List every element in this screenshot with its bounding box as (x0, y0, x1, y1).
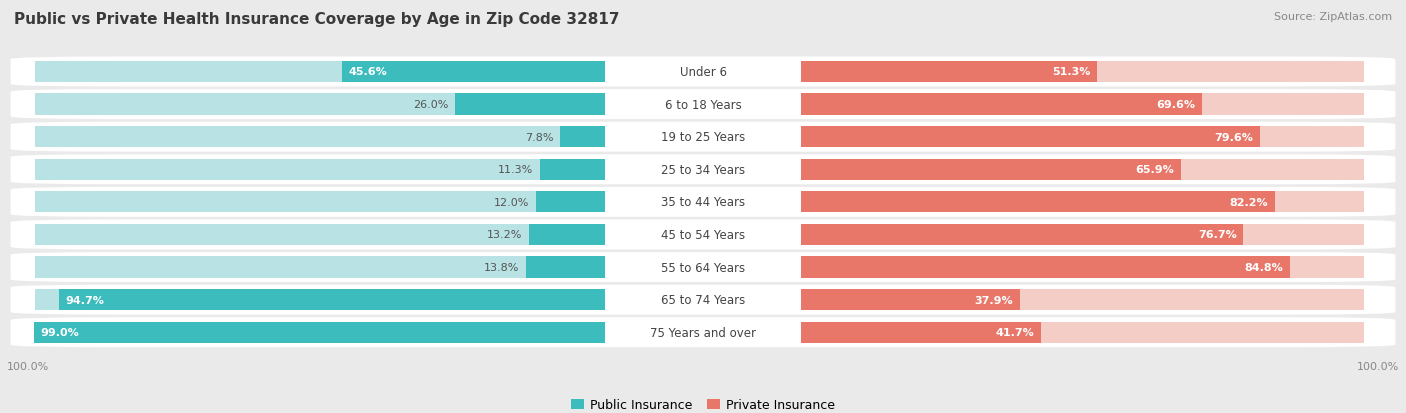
FancyBboxPatch shape (801, 62, 1097, 83)
Text: 75 Years and over: 75 Years and over (650, 326, 756, 339)
Text: 11.3%: 11.3% (498, 165, 533, 175)
Text: 26.0%: 26.0% (413, 100, 449, 110)
Text: 6 to 18 Years: 6 to 18 Years (665, 98, 741, 112)
Text: 69.6%: 69.6% (1157, 100, 1195, 110)
Text: Source: ZipAtlas.com: Source: ZipAtlas.com (1274, 12, 1392, 22)
FancyBboxPatch shape (801, 94, 1364, 115)
Text: 45 to 54 Years: 45 to 54 Years (661, 228, 745, 241)
FancyBboxPatch shape (801, 94, 1202, 115)
FancyBboxPatch shape (801, 224, 1364, 245)
Text: Public vs Private Health Insurance Coverage by Age in Zip Code 32817: Public vs Private Health Insurance Cover… (14, 12, 620, 27)
FancyBboxPatch shape (801, 127, 1364, 148)
FancyBboxPatch shape (801, 257, 1291, 278)
FancyBboxPatch shape (11, 57, 1395, 87)
FancyBboxPatch shape (801, 290, 1019, 311)
FancyBboxPatch shape (11, 90, 1395, 120)
Text: 55 to 64 Years: 55 to 64 Years (661, 261, 745, 274)
FancyBboxPatch shape (801, 290, 1364, 311)
FancyBboxPatch shape (540, 159, 605, 180)
FancyBboxPatch shape (801, 257, 1364, 278)
Text: 51.3%: 51.3% (1052, 67, 1090, 77)
Text: 37.9%: 37.9% (974, 295, 1012, 305)
Text: 84.8%: 84.8% (1244, 262, 1284, 273)
FancyBboxPatch shape (342, 62, 605, 83)
FancyBboxPatch shape (801, 192, 1275, 213)
FancyBboxPatch shape (35, 127, 605, 148)
FancyBboxPatch shape (801, 224, 1243, 245)
Text: 94.7%: 94.7% (66, 295, 104, 305)
FancyBboxPatch shape (11, 285, 1395, 315)
Text: 19 to 25 Years: 19 to 25 Years (661, 131, 745, 144)
Text: 65 to 74 Years: 65 to 74 Years (661, 293, 745, 306)
Text: 7.8%: 7.8% (524, 132, 554, 142)
FancyBboxPatch shape (35, 224, 605, 245)
FancyBboxPatch shape (11, 188, 1395, 217)
FancyBboxPatch shape (59, 290, 605, 311)
FancyBboxPatch shape (536, 192, 605, 213)
FancyBboxPatch shape (560, 127, 605, 148)
FancyBboxPatch shape (526, 257, 605, 278)
Text: 99.0%: 99.0% (41, 328, 79, 337)
FancyBboxPatch shape (801, 159, 1181, 180)
Text: 13.2%: 13.2% (486, 230, 522, 240)
FancyBboxPatch shape (801, 192, 1364, 213)
FancyBboxPatch shape (11, 122, 1395, 152)
FancyBboxPatch shape (35, 257, 605, 278)
FancyBboxPatch shape (35, 94, 605, 115)
FancyBboxPatch shape (35, 62, 605, 83)
FancyBboxPatch shape (11, 220, 1395, 250)
FancyBboxPatch shape (11, 318, 1395, 347)
Text: 82.2%: 82.2% (1230, 197, 1268, 207)
Text: 41.7%: 41.7% (995, 328, 1035, 337)
Text: 12.0%: 12.0% (494, 197, 529, 207)
Text: 13.8%: 13.8% (484, 262, 519, 273)
Text: 65.9%: 65.9% (1136, 165, 1174, 175)
Text: 76.7%: 76.7% (1198, 230, 1237, 240)
Legend: Public Insurance, Private Insurance: Public Insurance, Private Insurance (567, 393, 839, 413)
FancyBboxPatch shape (35, 322, 605, 343)
FancyBboxPatch shape (801, 159, 1364, 180)
Text: 45.6%: 45.6% (349, 67, 388, 77)
Text: 25 to 34 Years: 25 to 34 Years (661, 164, 745, 176)
Text: 35 to 44 Years: 35 to 44 Years (661, 196, 745, 209)
FancyBboxPatch shape (34, 322, 605, 343)
FancyBboxPatch shape (11, 252, 1395, 282)
FancyBboxPatch shape (35, 192, 605, 213)
FancyBboxPatch shape (35, 159, 605, 180)
FancyBboxPatch shape (35, 290, 605, 311)
FancyBboxPatch shape (456, 94, 605, 115)
FancyBboxPatch shape (801, 62, 1364, 83)
FancyBboxPatch shape (801, 322, 1042, 343)
Text: Under 6: Under 6 (679, 66, 727, 79)
FancyBboxPatch shape (801, 127, 1260, 148)
FancyBboxPatch shape (801, 322, 1364, 343)
Text: 79.6%: 79.6% (1215, 132, 1253, 142)
FancyBboxPatch shape (11, 155, 1395, 185)
FancyBboxPatch shape (529, 224, 605, 245)
